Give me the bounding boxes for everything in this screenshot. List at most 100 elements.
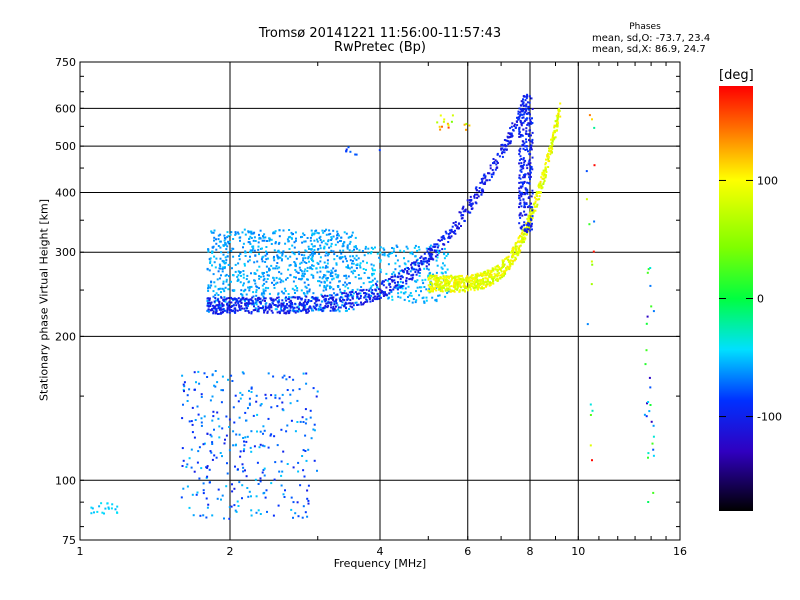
data-point (454, 282, 457, 285)
data-point (255, 299, 258, 302)
data-point (378, 149, 381, 152)
data-point (359, 262, 362, 265)
data-point (329, 287, 331, 290)
data-point (523, 204, 526, 206)
data-point (405, 279, 408, 282)
data-point (434, 287, 436, 290)
data-point (478, 187, 481, 189)
data-point (528, 95, 531, 98)
data-point (469, 276, 472, 279)
data-point (401, 276, 404, 279)
data-point (254, 282, 257, 285)
data-point (492, 282, 495, 285)
data-point (356, 292, 358, 295)
data-point (532, 211, 535, 214)
data-point (318, 280, 321, 283)
data-point (470, 202, 473, 205)
data-point (217, 288, 220, 291)
data-point (479, 272, 482, 275)
data-point (273, 286, 276, 289)
data-point (547, 152, 549, 155)
data-point (304, 300, 306, 303)
data-point (348, 242, 351, 245)
data-point (371, 300, 374, 302)
data-point (334, 243, 337, 246)
data-point (547, 158, 550, 161)
data-point (519, 135, 522, 138)
data-point (263, 297, 266, 300)
data-point (500, 148, 503, 151)
data-point (591, 459, 593, 462)
data-point (492, 158, 495, 160)
data-point (519, 249, 522, 252)
data-point (527, 206, 529, 209)
data-point (405, 266, 408, 269)
data-point (193, 388, 196, 391)
data-point (383, 254, 386, 257)
data-point (647, 501, 650, 503)
data-point (323, 230, 326, 233)
data-point (333, 302, 336, 305)
data-point (519, 199, 522, 202)
x-tick-label: 8 (527, 545, 534, 558)
data-point (396, 259, 399, 262)
data-point (324, 281, 326, 284)
data-point (228, 506, 231, 509)
data-point (303, 273, 306, 275)
data-point (329, 272, 332, 275)
data-point (277, 292, 280, 295)
data-point (298, 303, 301, 306)
data-point (231, 305, 234, 307)
data-point (282, 301, 285, 304)
data-point (215, 308, 218, 311)
data-point (262, 235, 264, 238)
data-point (474, 279, 476, 281)
data-point (456, 225, 459, 228)
data-point (253, 272, 256, 275)
data-point (297, 308, 300, 311)
data-point (181, 447, 184, 450)
data-point (354, 276, 357, 279)
data-point (554, 131, 556, 134)
data-point (281, 376, 284, 379)
data-point (302, 469, 305, 472)
data-point (296, 296, 299, 299)
data-point (307, 484, 310, 487)
data-point (212, 290, 215, 293)
data-point (423, 300, 426, 303)
data-point (522, 116, 525, 119)
data-point (439, 128, 442, 131)
data-point (299, 420, 302, 423)
data-point (529, 162, 532, 165)
data-point (363, 254, 366, 257)
data-point (313, 245, 316, 248)
data-point (460, 274, 463, 277)
data-point (300, 253, 303, 256)
data-point (292, 233, 294, 235)
data-point (546, 154, 549, 157)
data-point (520, 100, 523, 103)
data-point (531, 140, 533, 143)
data-point (472, 287, 475, 290)
data-point (526, 113, 529, 115)
data-point (494, 274, 497, 277)
data-point (256, 430, 258, 433)
data-point (324, 286, 327, 289)
data-point (525, 164, 528, 167)
data-point (482, 177, 485, 180)
data-point (339, 288, 341, 291)
data-point (330, 242, 333, 245)
data-point (518, 213, 521, 216)
data-point (521, 181, 524, 184)
data-point (261, 292, 263, 295)
colorbar-tick-label: 0 (757, 293, 764, 306)
data-point (420, 260, 423, 262)
data-point (300, 303, 303, 306)
data-point (445, 280, 448, 283)
data-point (233, 487, 236, 490)
data-point (525, 127, 528, 130)
data-point (346, 244, 349, 247)
data-point (226, 255, 229, 258)
data-point (524, 132, 527, 135)
data-point (390, 289, 393, 292)
